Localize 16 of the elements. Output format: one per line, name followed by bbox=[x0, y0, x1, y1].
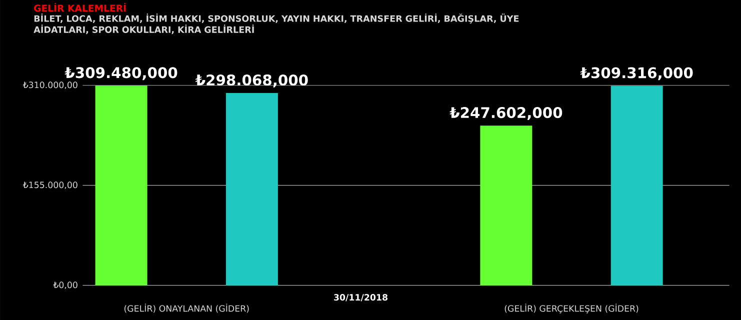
x-tick-label: (GELİR) ONAYLANAN (GİDER) bbox=[124, 304, 249, 313]
data-label: ₺309.316,000 bbox=[580, 67, 693, 80]
bar bbox=[610, 86, 663, 286]
data-label: ₺309.480,000 bbox=[64, 67, 178, 80]
y-tick-label: ₺0,00 bbox=[53, 282, 78, 290]
bar bbox=[226, 93, 278, 286]
x-tick-label: (GELİR) GERÇEKLEŞEN (GİDER) bbox=[504, 304, 638, 314]
data-label: ₺247.602,000 bbox=[450, 107, 562, 120]
y-tick-label: ₺155.000,00 bbox=[22, 182, 78, 190]
data-label: ₺298.068,000 bbox=[195, 74, 308, 88]
y-tick-label: ₺310.000,00 bbox=[22, 82, 78, 90]
chart-title: GELİR KALEMLERİ bbox=[34, 2, 126, 12]
bar bbox=[480, 126, 532, 286]
x-axis-title: 30/11/2018 bbox=[334, 294, 388, 302]
chart-subtitle: BİLET, LOCA, REKLAM, İSİM HAKKI, SPONSORLUK, YAYIN HAKKI, TRANSFER GELİRİ, BAĞIŞLAR, ÜYE AİDATLARI, SPOR OKULLARI, KİRA GELİRLERİ bbox=[34, 14, 519, 34]
bar bbox=[95, 86, 148, 286]
